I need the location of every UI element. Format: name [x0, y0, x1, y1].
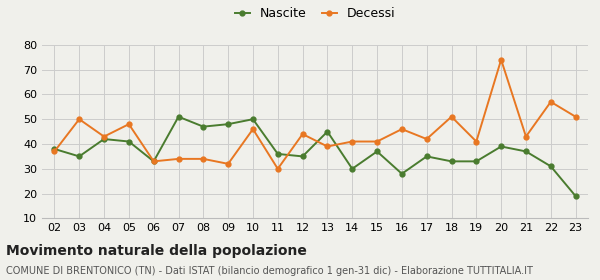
Decessi: [299, 132, 306, 136]
Nascite: [150, 160, 157, 163]
Nascite: [497, 145, 505, 148]
Decessi: [274, 167, 281, 171]
Decessi: [473, 140, 480, 143]
Nascite: [250, 118, 257, 121]
Decessi: [423, 137, 430, 141]
Decessi: [100, 135, 107, 138]
Legend: Nascite, Decessi: Nascite, Decessi: [230, 3, 400, 25]
Nascite: [125, 140, 133, 143]
Decessi: [150, 160, 157, 163]
Nascite: [51, 147, 58, 151]
Decessi: [250, 127, 257, 131]
Decessi: [448, 115, 455, 118]
Nascite: [423, 155, 430, 158]
Decessi: [51, 150, 58, 153]
Nascite: [76, 155, 83, 158]
Decessi: [175, 157, 182, 160]
Decessi: [349, 140, 356, 143]
Decessi: [324, 145, 331, 148]
Nascite: [547, 165, 554, 168]
Decessi: [398, 127, 406, 131]
Nascite: [473, 160, 480, 163]
Nascite: [398, 172, 406, 176]
Line: Nascite: Nascite: [52, 114, 578, 199]
Decessi: [224, 162, 232, 165]
Decessi: [373, 140, 380, 143]
Decessi: [497, 58, 505, 61]
Nascite: [224, 122, 232, 126]
Nascite: [324, 130, 331, 133]
Nascite: [448, 160, 455, 163]
Decessi: [76, 118, 83, 121]
Nascite: [572, 194, 579, 198]
Text: COMUNE DI BRENTONICO (TN) - Dati ISTAT (bilancio demografico 1 gen-31 dic) - Ela: COMUNE DI BRENTONICO (TN) - Dati ISTAT (…: [6, 266, 533, 276]
Line: Decessi: Decessi: [52, 57, 578, 171]
Nascite: [175, 115, 182, 118]
Nascite: [349, 167, 356, 171]
Nascite: [100, 137, 107, 141]
Decessi: [523, 135, 530, 138]
Decessi: [572, 115, 579, 118]
Decessi: [125, 122, 133, 126]
Decessi: [547, 100, 554, 104]
Nascite: [200, 125, 207, 128]
Decessi: [200, 157, 207, 160]
Nascite: [373, 150, 380, 153]
Nascite: [274, 152, 281, 156]
Nascite: [299, 155, 306, 158]
Text: Movimento naturale della popolazione: Movimento naturale della popolazione: [6, 244, 307, 258]
Nascite: [523, 150, 530, 153]
